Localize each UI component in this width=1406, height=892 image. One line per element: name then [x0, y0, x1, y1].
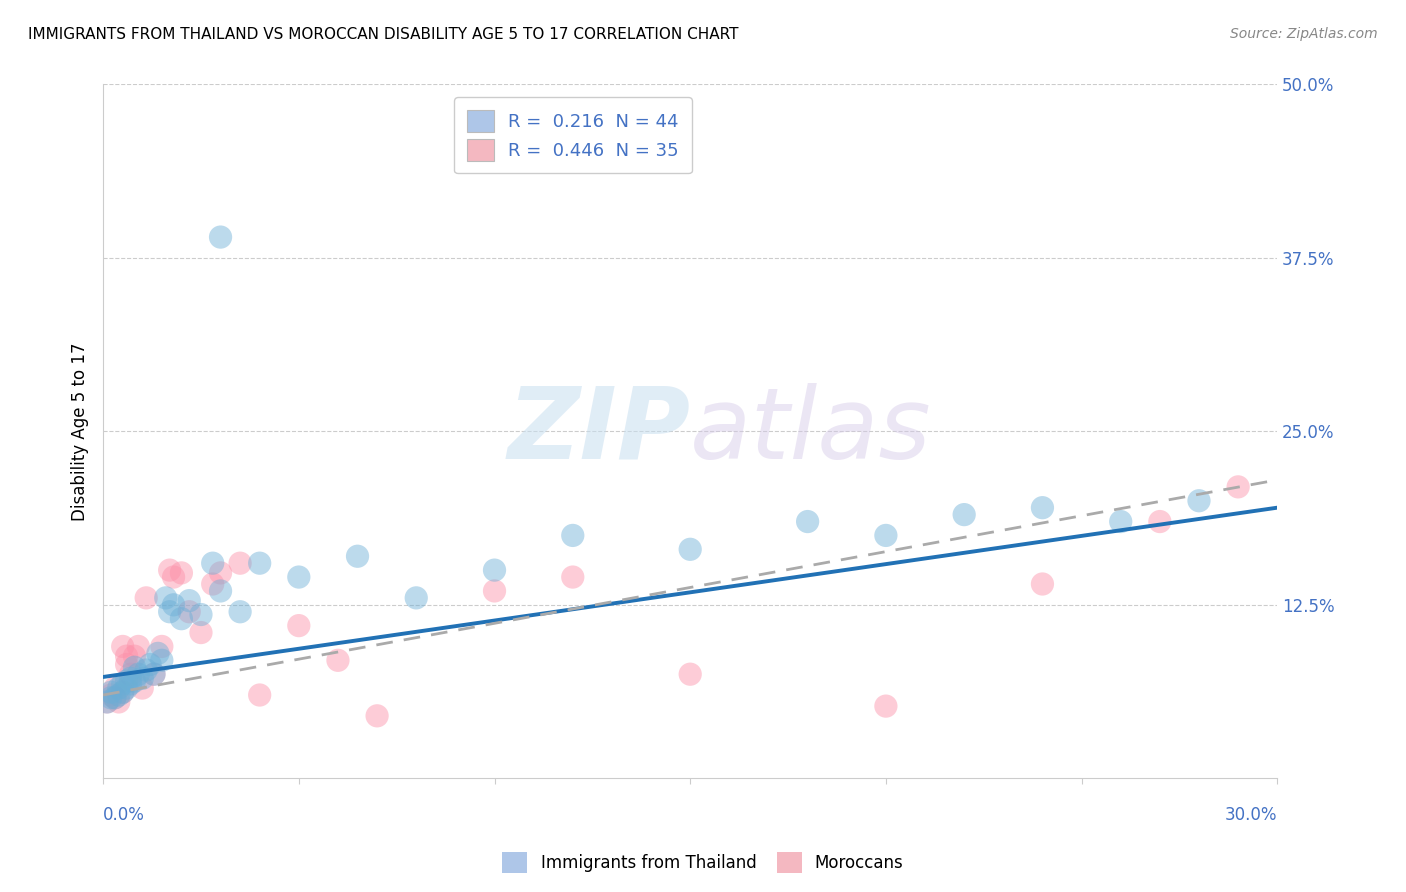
Text: 0.0%: 0.0%	[103, 805, 145, 824]
Point	[120, 667, 142, 681]
Text: atlas: atlas	[690, 383, 932, 480]
Point	[111, 677, 134, 691]
Y-axis label: Disability Age 5 to 17: Disability Age 5 to 17	[72, 343, 89, 521]
Point	[201, 577, 224, 591]
Point	[100, 690, 122, 705]
Point	[561, 570, 583, 584]
Legend: R =  0.216  N = 44, R =  0.446  N = 35: R = 0.216 N = 44, R = 0.446 N = 35	[454, 97, 692, 173]
Point	[1109, 515, 1132, 529]
Point	[1227, 480, 1250, 494]
Text: Source: ZipAtlas.com: Source: ZipAtlas.com	[1230, 27, 1378, 41]
Point	[107, 681, 129, 695]
Point	[124, 649, 146, 664]
Point	[875, 699, 897, 714]
Point	[484, 583, 506, 598]
Point	[209, 230, 232, 244]
Point	[162, 570, 184, 584]
Point	[146, 646, 169, 660]
Point	[120, 677, 142, 691]
Point	[135, 591, 157, 605]
Point	[139, 657, 162, 672]
Point	[159, 605, 181, 619]
Point	[96, 695, 118, 709]
Point	[875, 528, 897, 542]
Point	[143, 667, 166, 681]
Point	[1188, 493, 1211, 508]
Point	[111, 685, 134, 699]
Text: 30.0%: 30.0%	[1225, 805, 1277, 824]
Point	[249, 556, 271, 570]
Point	[120, 671, 142, 685]
Point	[170, 566, 193, 580]
Point	[150, 653, 173, 667]
Point	[346, 549, 368, 564]
Point	[366, 708, 388, 723]
Point	[229, 605, 252, 619]
Point	[124, 660, 146, 674]
Point	[131, 681, 153, 695]
Point	[100, 685, 122, 699]
Point	[104, 681, 127, 695]
Point	[190, 607, 212, 622]
Point	[107, 695, 129, 709]
Point	[131, 671, 153, 685]
Point	[679, 542, 702, 557]
Point	[484, 563, 506, 577]
Point	[405, 591, 427, 605]
Point	[150, 640, 173, 654]
Point	[561, 528, 583, 542]
Point	[111, 685, 134, 699]
Point	[209, 583, 232, 598]
Point	[326, 653, 349, 667]
Point	[162, 598, 184, 612]
Point	[115, 657, 138, 672]
Point	[135, 663, 157, 677]
Point	[679, 667, 702, 681]
Point	[179, 593, 201, 607]
Point	[155, 591, 177, 605]
Point	[115, 681, 138, 695]
Point	[124, 674, 146, 689]
Point	[100, 688, 122, 702]
Point	[1031, 577, 1053, 591]
Point	[143, 667, 166, 681]
Point	[209, 566, 232, 580]
Point	[1031, 500, 1053, 515]
Point	[1149, 515, 1171, 529]
Point	[288, 570, 311, 584]
Point	[111, 640, 134, 654]
Point	[107, 688, 129, 702]
Point	[170, 612, 193, 626]
Point	[190, 625, 212, 640]
Point	[115, 649, 138, 664]
Point	[115, 674, 138, 689]
Point	[179, 605, 201, 619]
Point	[127, 667, 149, 681]
Text: ZIP: ZIP	[508, 383, 690, 480]
Point	[201, 556, 224, 570]
Point	[229, 556, 252, 570]
Point	[127, 640, 149, 654]
Point	[96, 695, 118, 709]
Point	[288, 618, 311, 632]
Text: IMMIGRANTS FROM THAILAND VS MOROCCAN DISABILITY AGE 5 TO 17 CORRELATION CHART: IMMIGRANTS FROM THAILAND VS MOROCCAN DIS…	[28, 27, 738, 42]
Point	[796, 515, 818, 529]
Point	[249, 688, 271, 702]
Point	[104, 690, 127, 705]
Legend: Immigrants from Thailand, Moroccans: Immigrants from Thailand, Moroccans	[496, 846, 910, 880]
Point	[953, 508, 976, 522]
Point	[104, 690, 127, 705]
Point	[159, 563, 181, 577]
